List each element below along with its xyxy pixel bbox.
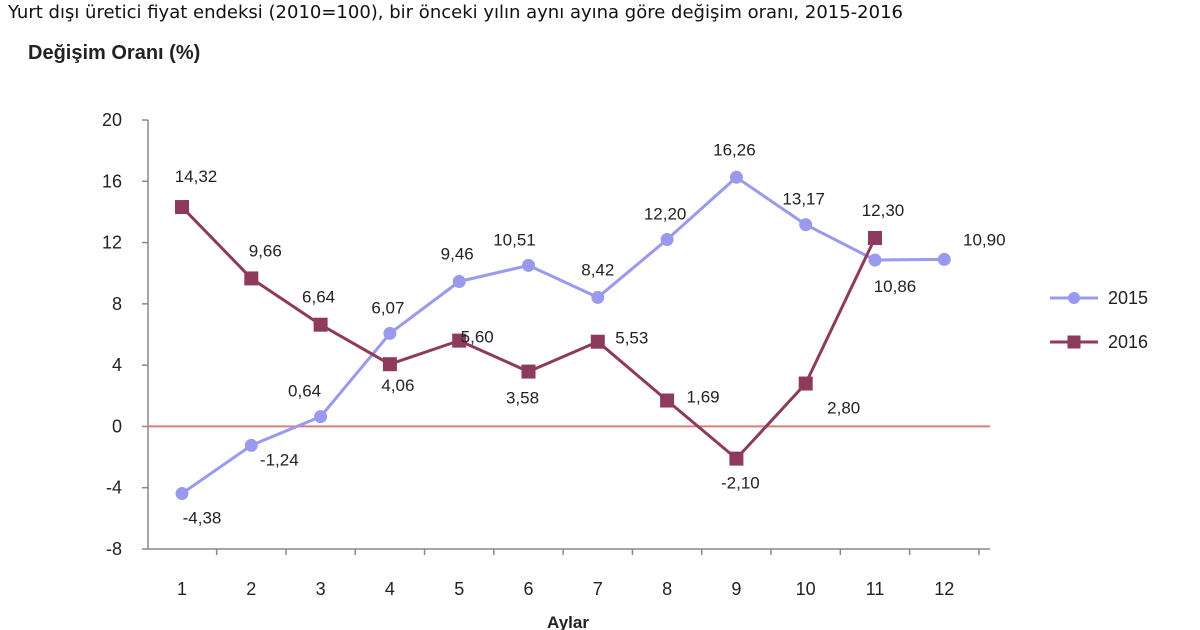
series-2016-point <box>729 451 744 466</box>
y-tick-label: 20 <box>102 110 122 130</box>
y-tick-label: 0 <box>112 416 122 436</box>
series-2016-data-label: 2,80 <box>827 399 860 418</box>
series-2016-point <box>798 376 813 391</box>
x-tick-label: 9 <box>731 579 741 599</box>
chart-title: Yurt dışı üretici fiyat endeksi (2010=10… <box>8 2 903 23</box>
series-2015-data-label: 8,42 <box>581 260 614 279</box>
x-tick-label: 12 <box>934 579 954 599</box>
legend-marker-2016 <box>1067 335 1081 349</box>
series-2015-data-label: 10,90 <box>963 230 1006 249</box>
x-tick-label: 10 <box>796 579 816 599</box>
series-2015-data-label: 0,64 <box>288 382 321 401</box>
series-2016-data-label: 9,66 <box>249 241 282 260</box>
series-2015-data-label: 10,86 <box>874 277 917 296</box>
series-2016-point <box>521 364 536 379</box>
x-tick-label: 5 <box>454 579 464 599</box>
series-2016-data-label: 4,06 <box>381 376 414 395</box>
x-tick-label: 4 <box>385 579 395 599</box>
series-2015-data-label: 16,26 <box>713 140 756 159</box>
x-tick-label: 6 <box>523 579 533 599</box>
series-2016-point <box>313 317 328 332</box>
series-2016-data-label: 3,58 <box>506 389 539 408</box>
series-2015-point <box>244 438 258 452</box>
x-tick-label: 8 <box>662 579 672 599</box>
series-2015-data-label: 13,17 <box>782 190 825 209</box>
series-2016-point <box>382 357 397 372</box>
series-2015-point <box>383 326 397 340</box>
x-tick-label: 1 <box>177 579 187 599</box>
series-2016-point <box>868 230 882 245</box>
y-tick-label: 4 <box>112 355 122 375</box>
legend-marker-2015 <box>1068 292 1080 304</box>
series-2015-point <box>175 487 189 501</box>
y-tick-label: 12 <box>102 233 122 253</box>
series-2015-line <box>181 175 945 495</box>
y-tick-label: 16 <box>102 171 122 191</box>
series-2015-point <box>314 410 328 424</box>
series-2016-data-label: 5,53 <box>615 329 648 348</box>
series-2015-data-label: 10,51 <box>493 230 536 249</box>
y-axis-title: Değişim Oranı (%) <box>28 42 201 64</box>
legend-label-2016: 2016 <box>1108 332 1148 352</box>
series-2015-data-label: 9,46 <box>441 244 474 263</box>
series-2016-point <box>660 393 675 408</box>
series-2016-point <box>175 200 189 215</box>
y-tick-label: 8 <box>112 294 122 314</box>
series-2016-data-label: -2,10 <box>721 474 760 493</box>
series-2015-point <box>660 233 674 247</box>
x-tick-label: 7 <box>593 579 603 599</box>
series-2015-point <box>591 290 605 304</box>
series-2016-point <box>244 271 259 286</box>
series-2015-point <box>799 218 813 232</box>
series-2015-data-label: 12,20 <box>644 205 687 224</box>
x-tick-label: 2 <box>246 579 256 599</box>
series-2016-point <box>452 333 467 348</box>
y-tick-label: -8 <box>106 539 122 559</box>
series-2016-data-label: 14,32 <box>175 167 218 186</box>
series-2015-point <box>522 258 535 272</box>
series-2015-point <box>937 252 951 266</box>
series-2016-data-label: 1,69 <box>687 388 720 407</box>
y-tick-label: -4 <box>106 478 122 498</box>
series-2016-data-label: 12,30 <box>862 201 905 220</box>
series-2015-data-label: -4,38 <box>183 509 222 528</box>
series-2016-point <box>590 334 605 349</box>
series-2015-point <box>729 170 743 184</box>
series-2015-data-label: -1,24 <box>260 450 299 469</box>
series-2016-data-label: 5,60 <box>461 328 494 347</box>
series-2016-data-label: 6,64 <box>302 288 335 307</box>
x-axis-title: Aylar <box>547 613 589 630</box>
x-tick-label: 11 <box>866 579 885 599</box>
x-tick-label: 3 <box>316 579 326 599</box>
series-2015-point <box>452 274 466 288</box>
series-2015-data-label: 6,07 <box>371 298 404 317</box>
series-2015-point <box>868 253 882 267</box>
legend-label-2015: 2015 <box>1108 288 1148 308</box>
